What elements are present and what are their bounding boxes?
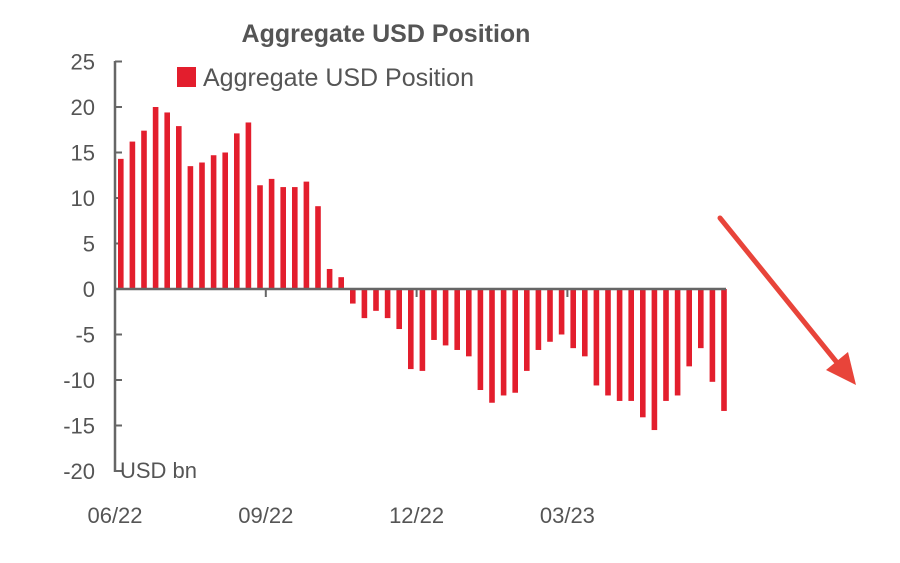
y-tick-label: 25 (71, 50, 95, 75)
bar (396, 289, 402, 330)
bar (489, 289, 495, 403)
trend-arrow (717, 215, 856, 385)
bar (582, 289, 588, 357)
legend-label: Aggregate USD Position (203, 64, 474, 92)
y-tick-label: -20 (63, 459, 95, 484)
y-tick-label: 10 (71, 186, 95, 211)
bar (292, 187, 298, 289)
bar (129, 141, 136, 289)
y-tick-label: 5 (83, 232, 95, 257)
bar (686, 289, 692, 367)
y-tick-label: 0 (83, 277, 95, 302)
bar (164, 112, 170, 290)
bar (315, 206, 321, 289)
bar (210, 155, 217, 289)
x-tick-label: 09/22 (238, 503, 293, 528)
bar (535, 289, 542, 350)
bar (466, 289, 472, 357)
y-tick-label: -10 (63, 368, 95, 393)
bar (118, 158, 124, 289)
x-tick-label: 03/23 (540, 503, 595, 528)
bar (663, 289, 669, 401)
bar (593, 289, 600, 386)
bar (570, 289, 576, 349)
legend-swatch (177, 67, 196, 87)
bar (721, 289, 727, 411)
bar (234, 133, 240, 289)
bar (512, 289, 518, 393)
bar (477, 289, 484, 391)
y-axis-unit-label: USD bn (120, 458, 197, 483)
bar (187, 166, 194, 289)
bar (709, 289, 716, 382)
bar (384, 289, 391, 319)
bar (350, 289, 356, 304)
x-tick-label: 06/22 (87, 503, 142, 528)
bar (361, 289, 368, 319)
bar (176, 126, 182, 289)
bar (651, 289, 658, 431)
chart-title: Aggregate USD Position (242, 20, 531, 48)
bar (373, 289, 379, 311)
y-tick-label: -5 (75, 323, 95, 348)
bar (326, 268, 333, 289)
bar (674, 289, 681, 396)
bar (222, 152, 228, 289)
bar (628, 289, 634, 401)
bar (500, 289, 507, 396)
bar (640, 289, 646, 418)
bar (454, 289, 460, 350)
bar (303, 181, 310, 289)
legend: Aggregate USD Position (177, 64, 474, 92)
bar (442, 289, 449, 346)
bar (605, 289, 611, 396)
bar (524, 289, 530, 371)
bar (280, 187, 286, 289)
bar (257, 185, 263, 289)
x-tick-label: 12/22 (389, 503, 444, 528)
bar (431, 289, 437, 340)
bar (199, 162, 205, 289)
bar (152, 107, 159, 289)
bar (616, 289, 623, 401)
bar (245, 122, 252, 289)
bar (338, 277, 344, 289)
bar (698, 289, 704, 349)
bar (547, 289, 553, 342)
bar (141, 130, 147, 289)
y-tick-label: -15 (63, 414, 95, 439)
y-tick-label: 15 (71, 141, 95, 166)
y-tick-label: 20 (71, 95, 95, 120)
bar (408, 289, 414, 370)
bar (268, 178, 275, 289)
bar (558, 289, 565, 335)
bar (419, 289, 426, 371)
